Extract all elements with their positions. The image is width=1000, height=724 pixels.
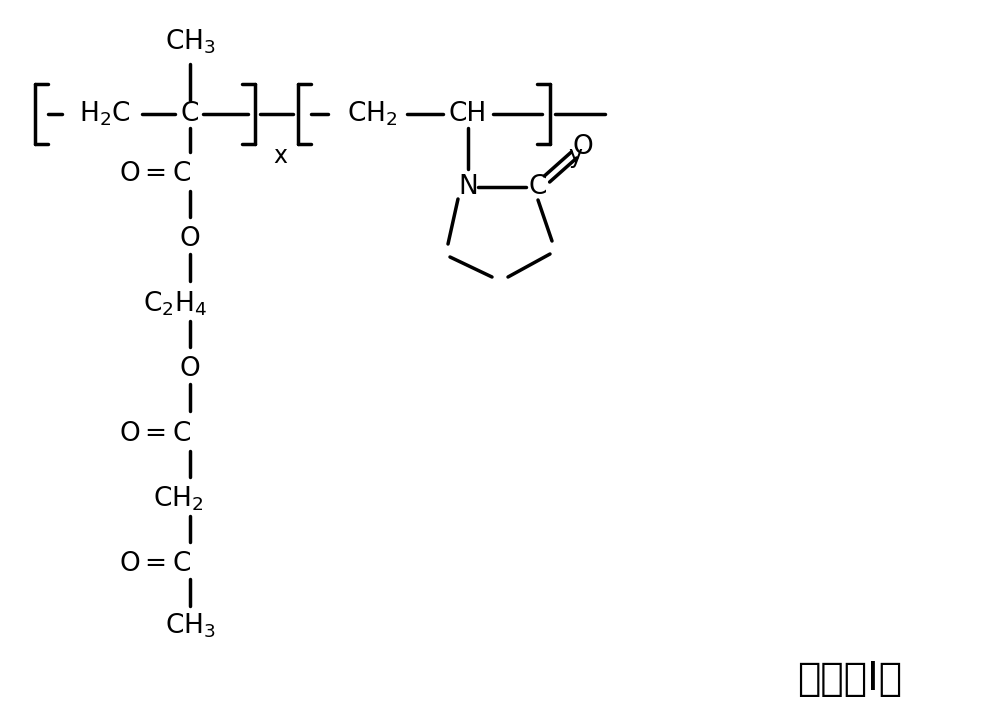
Text: O: O: [180, 226, 200, 252]
Text: O$=$C: O$=$C: [119, 421, 191, 447]
Text: C: C: [529, 174, 547, 200]
Text: C: C: [181, 101, 199, 127]
Text: O: O: [180, 356, 200, 382]
Text: CH$_3$: CH$_3$: [165, 28, 215, 56]
Text: CH$_3$: CH$_3$: [165, 612, 215, 640]
Text: O$=$C: O$=$C: [119, 161, 191, 187]
Text: C$_2$H$_4$: C$_2$H$_4$: [143, 290, 207, 319]
Text: O$=$C: O$=$C: [119, 551, 191, 577]
Text: x: x: [273, 144, 287, 168]
Text: N: N: [458, 174, 478, 200]
Text: ，式（I）: ，式（I）: [797, 660, 903, 698]
Text: CH$_2$: CH$_2$: [153, 485, 203, 513]
Text: y: y: [568, 144, 582, 168]
Text: CH$_2$: CH$_2$: [347, 100, 397, 128]
Text: CH: CH: [449, 101, 487, 127]
Text: H$_2$C: H$_2$C: [79, 100, 131, 128]
Text: O: O: [573, 134, 593, 160]
